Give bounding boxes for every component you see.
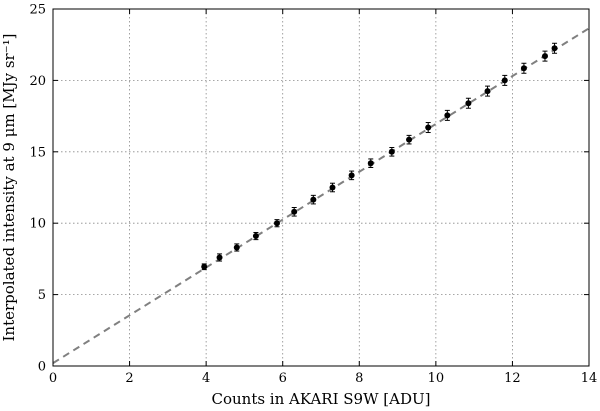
data-point <box>348 172 355 179</box>
data-points <box>201 42 558 271</box>
data-point <box>310 196 317 203</box>
data-point <box>291 208 298 215</box>
x-axis-label: Counts in AKARI S9W [ADU] <box>211 390 430 408</box>
x-tick-label: 10 <box>428 371 445 386</box>
data-point <box>233 244 240 251</box>
fit-line <box>52 27 590 364</box>
grid <box>53 9 589 366</box>
data-point <box>216 254 223 261</box>
y-tick-label: 5 <box>38 288 46 303</box>
data-point <box>484 88 491 95</box>
data-point <box>406 136 413 143</box>
y-tick-label: 25 <box>29 3 46 18</box>
fit-line-group <box>52 27 590 364</box>
y-axis-ticks: 0 5 10 15 20 25 <box>29 3 589 375</box>
data-point <box>367 160 374 167</box>
y-tick-label: 15 <box>29 145 46 160</box>
data-point <box>501 77 508 84</box>
data-point <box>520 65 527 72</box>
y-axis-label: Interpolated intensity at 9 μm [MJy sr⁻¹… <box>0 33 18 341</box>
y-tick-label: 20 <box>29 74 46 89</box>
data-point <box>551 45 558 52</box>
x-tick-label: 2 <box>125 371 133 386</box>
y-tick-label: 0 <box>38 360 46 375</box>
x-tick-label: 0 <box>49 371 57 386</box>
y-tick-label: 10 <box>29 217 46 232</box>
data-point <box>252 233 259 240</box>
x-tick-label: 4 <box>202 371 210 386</box>
x-tick-label: 6 <box>279 371 287 386</box>
data-point <box>444 112 451 119</box>
x-tick-label: 8 <box>355 371 363 386</box>
data-point <box>425 124 432 131</box>
data-point <box>273 220 280 227</box>
data-point <box>465 100 472 107</box>
data-point <box>541 53 548 60</box>
data-point <box>329 184 336 191</box>
x-axis-ticks: 0 2 4 6 8 10 12 14 <box>49 9 597 386</box>
x-tick-label: 12 <box>504 371 521 386</box>
data-point <box>201 263 208 270</box>
data-point <box>388 148 395 155</box>
x-tick-label: 14 <box>581 371 598 386</box>
plot-frame <box>52 8 590 367</box>
